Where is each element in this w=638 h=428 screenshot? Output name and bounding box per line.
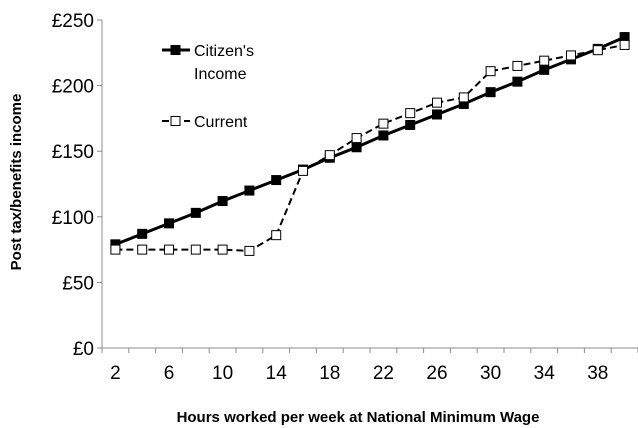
data-point-current xyxy=(405,108,416,119)
x-tick-label: 22 xyxy=(373,363,394,384)
x-tick-label: 10 xyxy=(212,363,233,384)
data-point-current xyxy=(298,165,308,176)
series-layer xyxy=(110,32,630,256)
data-point-current xyxy=(539,55,550,66)
data-point-current xyxy=(271,230,282,241)
data-point-citizen-s-income xyxy=(217,196,228,207)
data-point-citizen-s-income xyxy=(190,207,201,218)
data-point-current xyxy=(190,244,201,255)
y-tick-label: £100 xyxy=(52,208,94,229)
legend-citizens-income-label-line1: Citizen's xyxy=(194,43,254,60)
data-point-citizen-s-income xyxy=(378,130,389,141)
data-point-current xyxy=(244,245,255,256)
data-point-current xyxy=(566,50,576,61)
x-tick-label: 14 xyxy=(266,363,288,384)
x-tick-label: 26 xyxy=(426,363,447,384)
data-point-current xyxy=(164,244,174,255)
legend-current-label: Current xyxy=(194,114,248,131)
data-point-current xyxy=(378,118,389,129)
data-point-citizen-s-income xyxy=(539,64,550,75)
y-tick-label: £250 xyxy=(52,11,94,32)
data-point-citizen-s-income xyxy=(244,185,255,196)
series-line-current xyxy=(115,43,625,252)
data-point-current xyxy=(324,150,335,161)
data-point-current xyxy=(217,244,228,255)
data-point-current xyxy=(458,92,469,103)
y-tick-label: £50 xyxy=(62,273,94,294)
legend-current-marker xyxy=(170,116,181,126)
data-point-citizen-s-income xyxy=(432,109,442,120)
x-tick-label: 38 xyxy=(587,363,608,384)
data-point-current xyxy=(110,244,121,255)
data-point-citizen-s-income xyxy=(405,119,416,130)
data-point-current xyxy=(351,133,362,144)
x-axis-title: Hours worked per week at National Minimu… xyxy=(177,409,540,426)
x-tick-label: 34 xyxy=(534,363,556,384)
legend-citizens-income-label-line2: Income xyxy=(194,66,247,83)
data-point-citizen-s-income xyxy=(137,228,148,239)
data-point-current xyxy=(619,39,630,50)
data-point-current xyxy=(512,60,523,71)
data-point-current xyxy=(592,45,603,56)
y-axis-title: Post tax/benefits income xyxy=(8,94,25,271)
x-tick-label: 6 xyxy=(164,363,175,384)
y-tick-label: £150 xyxy=(52,142,94,163)
data-point-citizen-s-income xyxy=(512,76,523,87)
data-point-citizen-s-income xyxy=(271,175,282,186)
data-point-current xyxy=(432,97,442,108)
data-point-citizen-s-income xyxy=(164,218,174,229)
data-point-current xyxy=(137,244,148,255)
x-tick-label: 30 xyxy=(480,363,501,384)
data-point-citizen-s-income xyxy=(485,87,496,98)
y-tick-label: £0 xyxy=(73,339,94,360)
data-point-citizen-s-income xyxy=(351,142,362,153)
legend-citizens-income-marker xyxy=(170,45,181,55)
legend: Citizen's Income Current xyxy=(162,43,254,131)
y-tick-label: £200 xyxy=(52,77,94,98)
x-tick-label: 18 xyxy=(319,363,340,384)
data-point-current xyxy=(485,66,496,77)
x-tick-label: 2 xyxy=(110,363,121,384)
